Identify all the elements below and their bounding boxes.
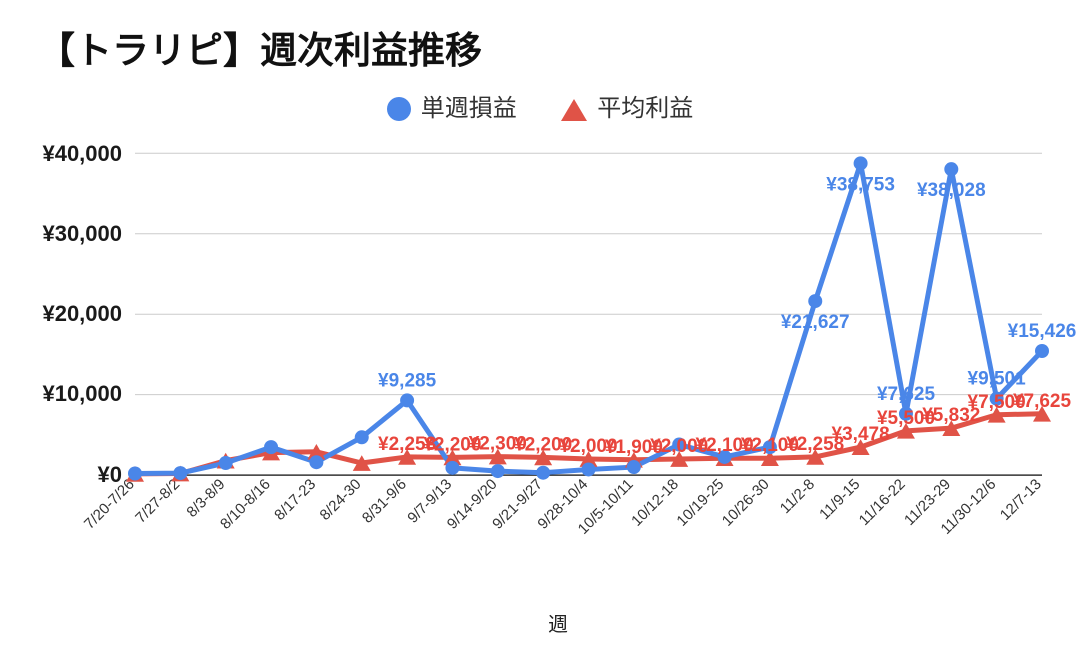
- svg-text:8/24-30: 8/24-30: [317, 476, 365, 524]
- svg-text:¥38,753: ¥38,753: [826, 174, 895, 195]
- svg-text:12/7-13: 12/7-13: [997, 476, 1045, 524]
- svg-text:¥21,627: ¥21,627: [781, 312, 850, 333]
- svg-text:¥7,625: ¥7,625: [1013, 391, 1072, 412]
- svg-text:10/12-18: 10/12-18: [628, 476, 682, 530]
- svg-text:¥9,501: ¥9,501: [968, 369, 1027, 390]
- svg-text:¥15,426: ¥15,426: [1008, 321, 1077, 342]
- svg-text:11/2-8: 11/2-8: [777, 476, 818, 517]
- svg-text:¥40,000: ¥40,000: [42, 141, 122, 166]
- svg-text:10/26-30: 10/26-30: [719, 476, 773, 530]
- svg-text:8/31-9/6: 8/31-9/6: [359, 476, 410, 527]
- svg-text:¥30,000: ¥30,000: [42, 221, 122, 246]
- svg-text:11/16-22: 11/16-22: [856, 476, 909, 529]
- svg-text:8/17-23: 8/17-23: [271, 476, 319, 524]
- svg-text:¥7,625: ¥7,625: [877, 384, 936, 405]
- svg-text:¥20,000: ¥20,000: [42, 301, 122, 326]
- svg-text:¥10,000: ¥10,000: [42, 381, 122, 406]
- svg-text:8/3-8/9: 8/3-8/9: [183, 476, 228, 521]
- svg-text:10/19-25: 10/19-25: [673, 476, 727, 530]
- svg-text:8/10-8/16: 8/10-8/16: [217, 476, 274, 533]
- svg-text:¥38,028: ¥38,028: [917, 180, 986, 201]
- svg-text:7/27-8/2: 7/27-8/2: [132, 476, 183, 527]
- svg-text:¥9,285: ¥9,285: [378, 370, 437, 391]
